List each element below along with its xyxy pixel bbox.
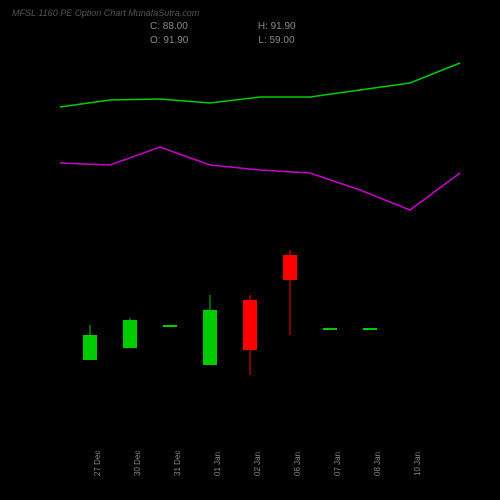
candle — [163, 45, 177, 405]
high-value: H: 91.90 — [258, 20, 296, 34]
candle — [283, 45, 297, 405]
candle-body — [323, 328, 337, 330]
x-axis-label: 06 Jan — [293, 452, 302, 476]
x-axis-labels: 27 Dec 30 Dec 31 Dec 01 Jan 02 Jan 06 Jan 07 J… — [30, 410, 470, 480]
candle-body — [203, 310, 217, 365]
candle-body — [123, 320, 137, 348]
candle-body — [363, 328, 377, 330]
x-axis-label: 08 Jan — [373, 452, 382, 476]
ohlc-info: C: 88.00 H: 91.90 O: 91.90 L: 59.00 — [150, 20, 296, 48]
candle — [363, 45, 377, 405]
x-axis-label: 10 Jan — [413, 452, 422, 476]
x-axis-label: 07 Jan — [333, 452, 342, 476]
candle-body — [83, 335, 97, 360]
close-value: C: 88.00 — [150, 20, 188, 34]
x-axis-label: 31 Dec — [173, 451, 182, 476]
candle-body — [283, 255, 297, 280]
x-axis-label: 30 Dec — [133, 451, 142, 476]
candle-body — [243, 300, 257, 350]
candle — [243, 45, 257, 405]
x-axis-label: 01 Jan — [213, 452, 222, 476]
candle — [323, 45, 337, 405]
x-axis-label: 02 Jan — [253, 452, 262, 476]
candle-body — [163, 325, 177, 327]
chart-plot-area — [30, 45, 470, 405]
x-axis-label: 27 Dec — [93, 451, 102, 476]
candle — [123, 45, 137, 405]
chart-title: MFSL 1160 PE Option Chart MunafaSutra.co… — [12, 8, 199, 18]
candlestick-group — [30, 45, 470, 405]
candle — [203, 45, 217, 405]
candle — [83, 45, 97, 405]
